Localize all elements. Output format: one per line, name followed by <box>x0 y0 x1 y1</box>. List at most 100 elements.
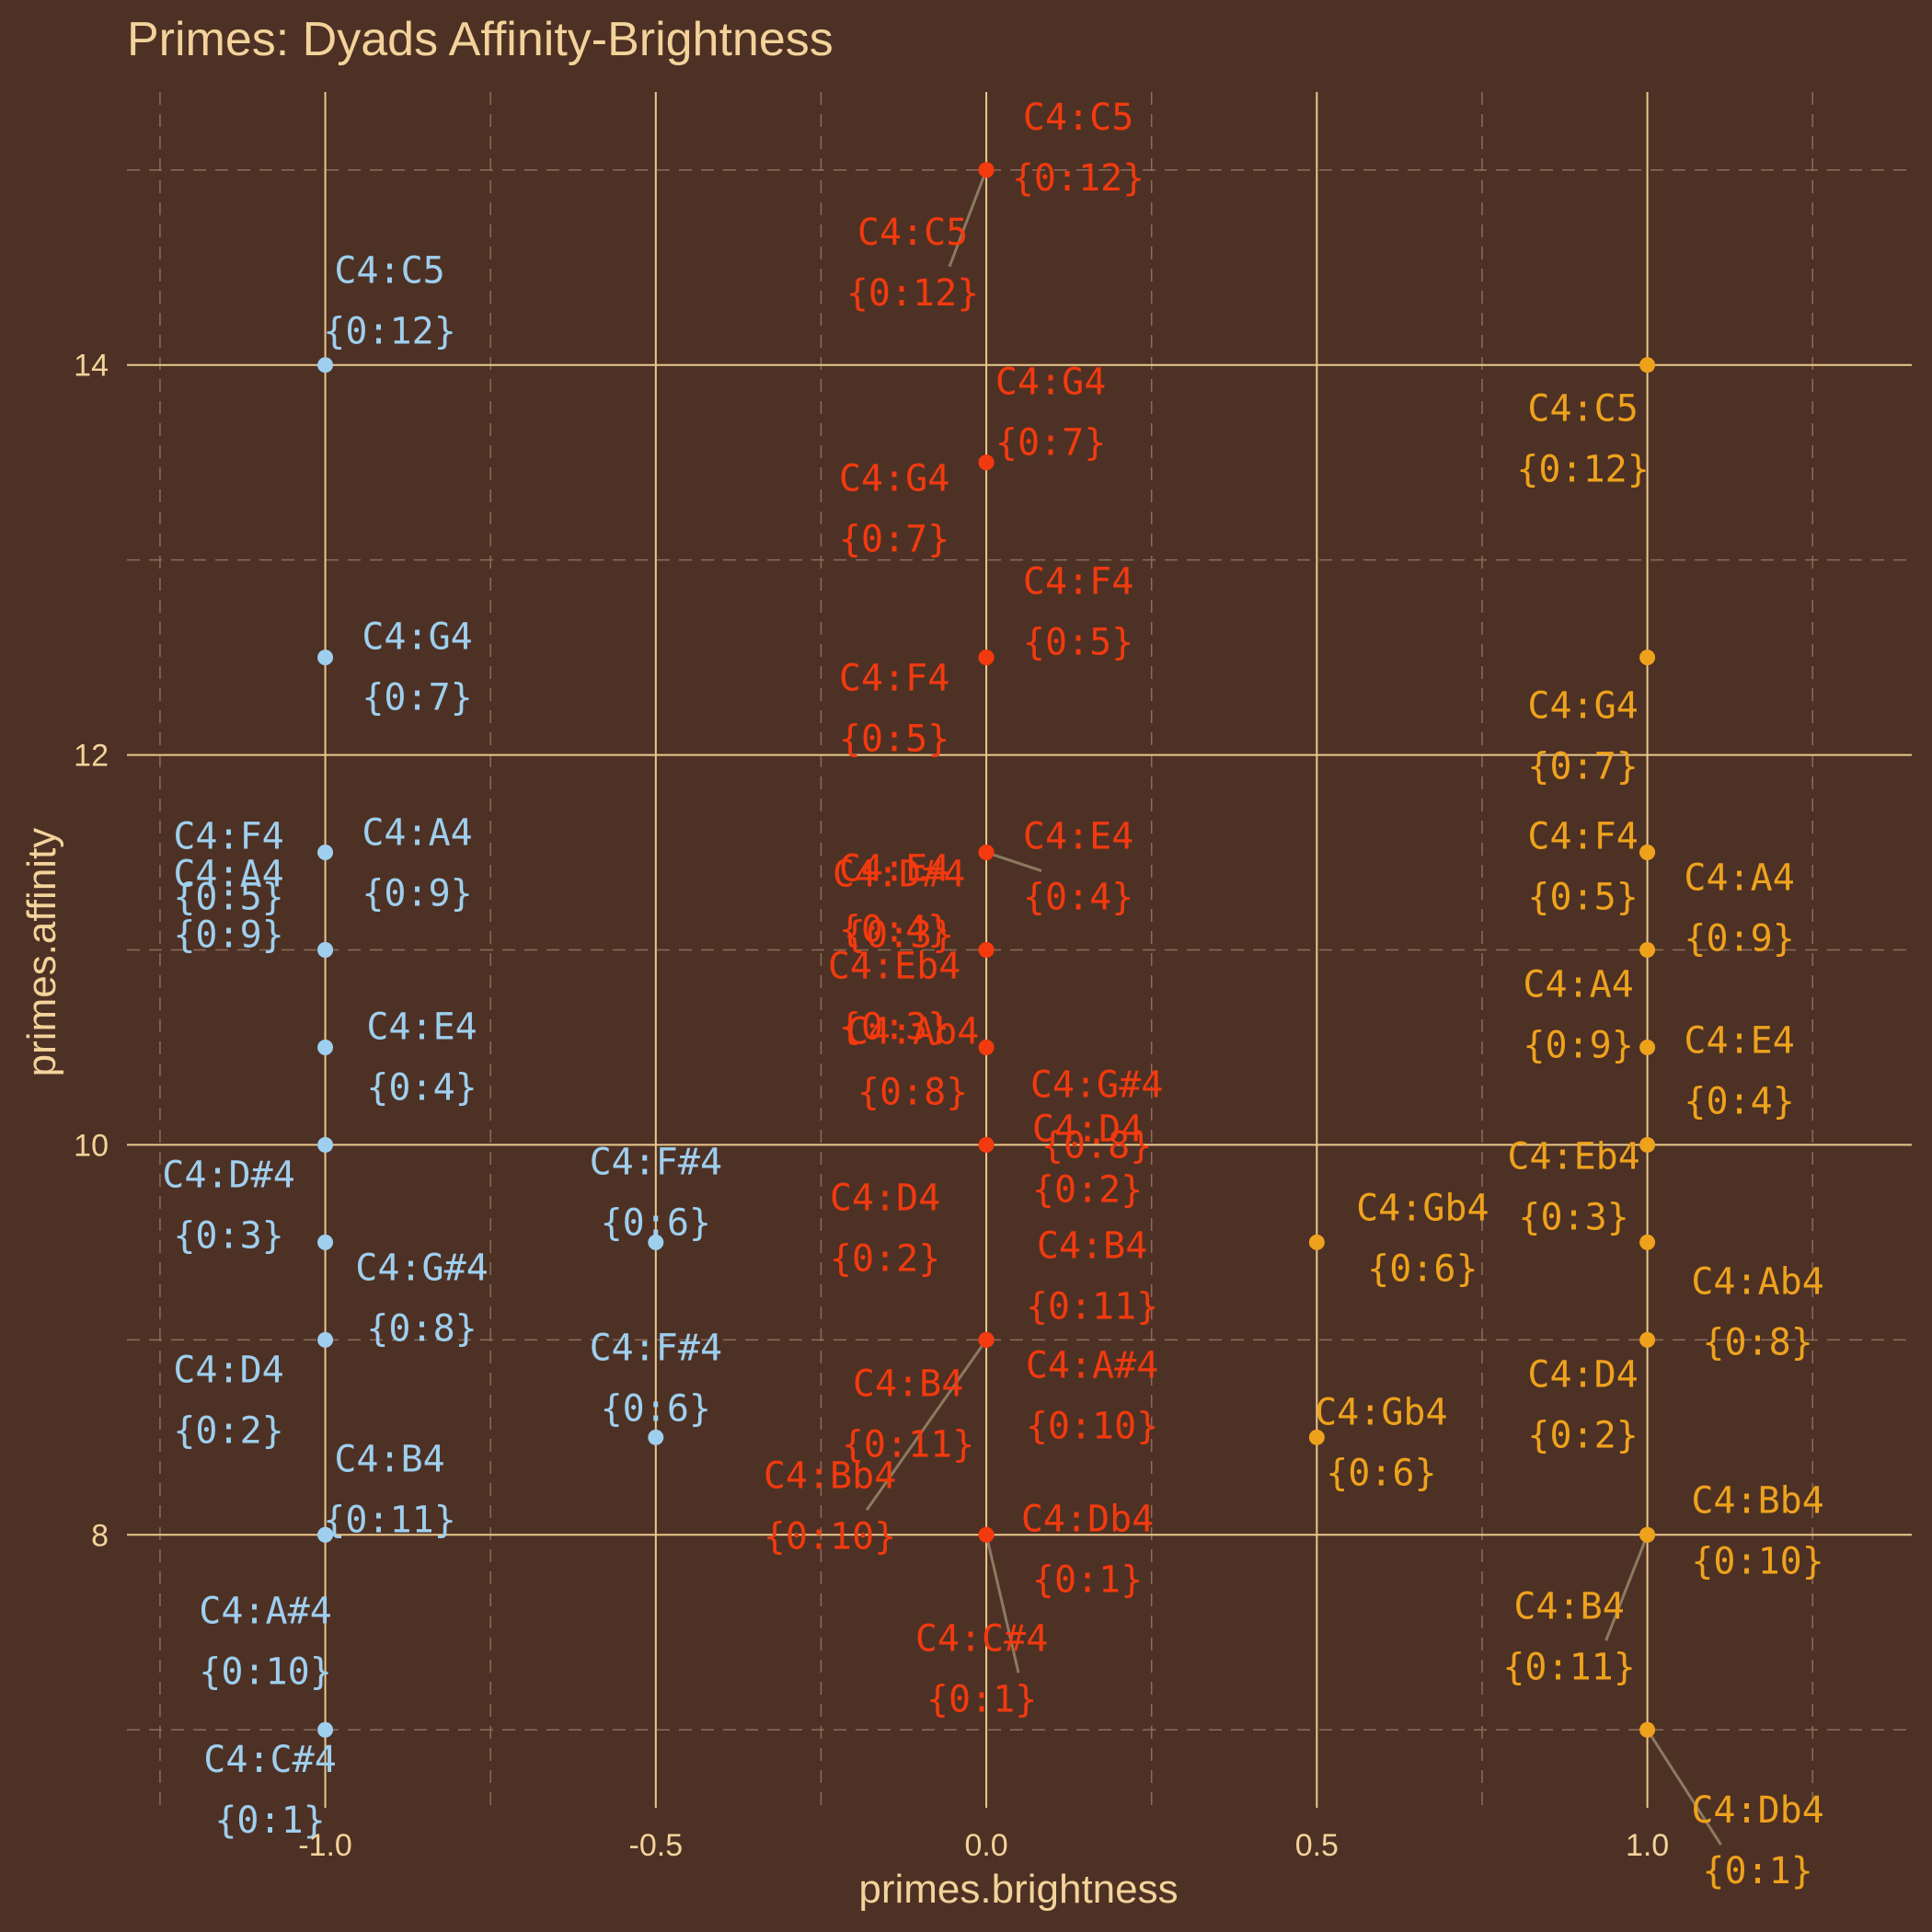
point-label-dyad: C4:F#4 <box>590 1327 723 1369</box>
data-point <box>1639 1234 1656 1250</box>
point-label-dyad: C4:D#4 <box>833 854 966 896</box>
label-connectors <box>865 169 1722 1846</box>
x-axis-title: primes.brightness <box>858 1867 1178 1912</box>
data-point <box>317 650 334 666</box>
label-connector <box>1646 1729 1722 1846</box>
point-label-dyad: C4:F4 <box>1527 816 1638 858</box>
point-label-set: {0:6} <box>1367 1248 1478 1290</box>
point-label-set: {0:3} <box>1518 1196 1628 1238</box>
point-label-set: {0:9} <box>173 914 283 957</box>
point-label-dyad: C4:C5 <box>1023 97 1133 139</box>
data-point <box>1639 1136 1656 1153</box>
tick-labels: -1.0 -0.5 0.0 0.5 1.0 8 10 12 14 <box>74 349 1669 1863</box>
point-label-dyad: C4:G#4 <box>355 1247 489 1289</box>
point-label-set: {0:1} <box>214 1800 325 1842</box>
y-axis-title: primes.affinity <box>19 828 64 1077</box>
point-label-set: {0:4} <box>1023 877 1133 919</box>
point-label-dyad: C4:E4 <box>1023 816 1133 858</box>
point-label-dyad: C4:F4 <box>839 658 949 700</box>
y-tick-label: 10 <box>74 1128 109 1163</box>
data-point <box>978 942 995 958</box>
point-label-set: {0:11} <box>323 1499 456 1541</box>
data-point <box>317 1039 334 1055</box>
point-label-dyad: C4:Eb4 <box>828 946 961 988</box>
data-point <box>1639 845 1656 861</box>
y-tick-label: 14 <box>74 349 109 384</box>
point-label-set: {0:11} <box>842 1423 975 1466</box>
data-point <box>978 650 995 666</box>
point-label-dyad: C4:B4 <box>334 1438 444 1480</box>
point-label-dyad: C4:A#4 <box>199 1590 332 1632</box>
point-label-dyad: C4:A4 <box>362 812 472 855</box>
point-label-set: {0:2} <box>1032 1168 1143 1211</box>
point-label-set: {0:12} <box>1012 157 1145 200</box>
point-label-set: {0:8} <box>366 1307 477 1350</box>
label-connector <box>984 1534 1020 1673</box>
point-label-set: {0:3} <box>839 1006 949 1049</box>
point-label-dyad: C4:Ab4 <box>846 1010 980 1052</box>
data-point <box>1639 1331 1656 1348</box>
data-point <box>978 1039 995 1055</box>
point-label-dyad: C4:E4 <box>839 848 949 891</box>
point-label-set: {0:5} <box>173 877 283 919</box>
data-point <box>978 1136 995 1153</box>
point-label-dyad: C4:F#4 <box>590 1141 723 1183</box>
data-point <box>1308 1429 1325 1445</box>
point-label-set: {0:1} <box>1702 1850 1812 1892</box>
label-connector <box>948 169 988 268</box>
point-label-dyad: C4:D4 <box>830 1177 940 1219</box>
data-point <box>317 942 334 958</box>
point-label-set: {0:4} <box>1684 1080 1794 1122</box>
point-label-dyad: C4:F4 <box>173 816 283 858</box>
point-label-dyad: C4:C#4 <box>203 1739 337 1781</box>
point-label-set: {0:5} <box>1527 877 1638 919</box>
point-label-dyad: C4:F4 <box>1023 561 1133 604</box>
data-point <box>317 1721 334 1738</box>
point-label-dyad: C4:E4 <box>366 1006 477 1048</box>
point-label-dyad: C4:A4 <box>1684 857 1794 900</box>
point-label-dyad: C4:Gb4 <box>1356 1187 1489 1229</box>
data-point <box>978 1331 995 1348</box>
data-point <box>317 1234 334 1250</box>
point-label-dyad: C4:D4 <box>1527 1353 1638 1396</box>
point-label-dyad: C4:G#4 <box>1030 1064 1164 1106</box>
point-label-set: {0:7} <box>1527 746 1638 788</box>
point-label-set: {0:6} <box>601 1387 711 1430</box>
data-point <box>648 1234 664 1250</box>
x-tick-label: 1.0 <box>1626 1828 1669 1863</box>
point-label-set: {0:7} <box>839 519 949 561</box>
point-label-dyad: C4:Eb4 <box>1507 1135 1640 1178</box>
label-connector <box>985 851 1042 872</box>
point-label-set: {0:8} <box>1041 1124 1152 1167</box>
point-label-dyad: C4:Ab4 <box>1691 1260 1824 1303</box>
point-label-dyad: C4:A4 <box>173 854 283 896</box>
point-label-set: {0:9} <box>1523 1025 1633 1067</box>
data-point <box>978 454 995 471</box>
point-label-set: {0:12} <box>323 311 456 353</box>
point-label-set: {0:7} <box>995 422 1106 465</box>
y-tick-label: 12 <box>74 739 109 774</box>
data-point <box>317 1331 334 1348</box>
point-label-dyad: C4:B4 <box>1037 1225 1147 1267</box>
point-label-dyad: C4:A4 <box>1523 964 1633 1006</box>
data-point <box>317 845 334 861</box>
point-label-set: {0:10} <box>1691 1540 1824 1582</box>
point-label-dyad: C4:B4 <box>1513 1585 1624 1627</box>
point-label-dyad: C4:A#4 <box>1026 1344 1159 1386</box>
data-point <box>978 162 995 178</box>
point-label-set: {0:1} <box>926 1678 1037 1720</box>
data-point <box>1639 1039 1656 1055</box>
data-point <box>1639 942 1656 958</box>
point-label-dyad: C4:Db4 <box>1691 1789 1824 1832</box>
point-label-dyad: C4:D4 <box>173 1349 283 1391</box>
x-tick-label: -0.5 <box>629 1828 684 1863</box>
data-point <box>1639 1721 1656 1738</box>
point-labels: C4:C5{0:12}C4:G4{0:7}C4:F4{0:5}C4:A4{0:9… <box>162 97 1824 1892</box>
label-connector <box>865 1339 988 1512</box>
point-label-set: {0:10} <box>1026 1405 1159 1447</box>
point-label-set: {0:9} <box>1684 918 1794 960</box>
data-point <box>1308 1234 1325 1250</box>
point-label-dyad: C4:Gb4 <box>1315 1391 1448 1433</box>
